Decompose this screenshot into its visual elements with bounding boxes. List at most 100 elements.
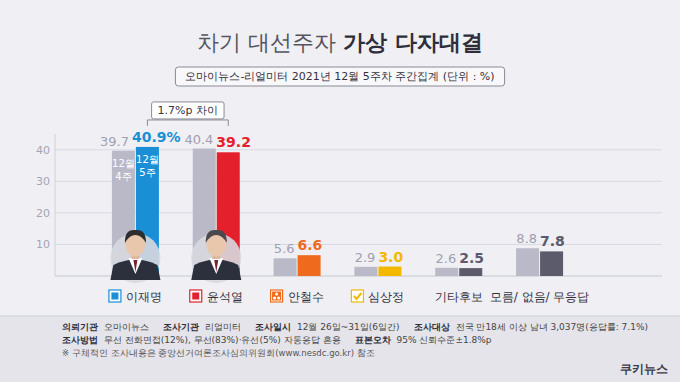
footer-text: 95% 신뢰수준±1.8%p xyxy=(397,335,492,345)
bar xyxy=(435,268,458,276)
category-icon-frame xyxy=(109,290,121,302)
category-icon xyxy=(272,292,281,301)
annotation-group: 1.7%p 차이 xyxy=(152,102,224,119)
category-icon xyxy=(354,293,362,299)
category: 심상정 xyxy=(351,290,404,304)
series-name: 12월5주 xyxy=(136,154,159,178)
bar xyxy=(516,248,539,276)
portrait-tie xyxy=(214,260,218,272)
title: 차기 대선주자 가상 다자대결 xyxy=(197,30,483,55)
footer-item: 의뢰기관 오마이뉴스 xyxy=(62,321,149,334)
data-label: 7.8 xyxy=(540,233,565,249)
subtitle: 오마이뉴스-리얼미터 2021년 12월 5주차 주간집계 (단위 : %) xyxy=(185,70,494,83)
footer: 의뢰기관 오마이뉴스 조사기관 리얼미터 조사일시 12월 26일~31일(6일간) 조사대… xyxy=(62,321,662,360)
title-part: 대선주자 xyxy=(241,30,336,55)
logo: 쿠키뉴스 xyxy=(620,362,668,376)
data-label: 2.6 xyxy=(436,251,457,266)
background xyxy=(0,0,680,382)
subtitle-group: 오마이뉴스-리얼미터 2021년 12월 5주차 주간집계 (단위 : %) xyxy=(175,67,504,86)
data-label: 8.8 xyxy=(516,231,537,246)
category-icon xyxy=(111,293,118,300)
category-icon-dot xyxy=(273,297,276,300)
bars xyxy=(112,147,563,276)
category-label: 이재명 xyxy=(126,290,162,304)
category: 안철수 xyxy=(271,290,324,304)
data-label: 2.9 xyxy=(355,250,376,265)
y-axis-line xyxy=(55,134,56,276)
portrait-shirt xyxy=(128,258,142,274)
data-label: 2.5 xyxy=(459,250,484,266)
title-part: 차기 xyxy=(197,30,241,55)
category-icon xyxy=(192,293,199,300)
footer-label: 조사기관 xyxy=(163,322,199,332)
data-label: 39.2 xyxy=(216,134,251,150)
footer-row: 의뢰기관 오마이뉴스 조사기관 리얼미터 조사일시 12월 26일~31일(6일간) 조사대… xyxy=(62,321,662,334)
footer-item: 조사방법 무선 전화면접(12%), 무선(83%)·유선(5%) 자동응답 혼용 xyxy=(62,334,341,347)
data-label: 39.7 xyxy=(100,134,129,149)
footer-text: 전국 만18세 이상 남녀 3,037명(응답률: 7.1%) xyxy=(456,322,648,332)
portrait-hair xyxy=(125,230,146,243)
footer-note: ※ 구체적인 조사내용은 중앙선거여론조사심의위원회(www.nesdc.go.… xyxy=(62,347,662,360)
title-part: 가상 xyxy=(336,30,388,55)
footer-text: 리얼미터 xyxy=(205,322,241,332)
annotation: 1.7%p 차이 xyxy=(158,104,218,117)
annotation-bracket xyxy=(147,120,228,126)
portrait xyxy=(110,230,160,283)
series-name: 12월4주 xyxy=(112,158,135,182)
data-label: 3.0 xyxy=(378,249,403,265)
footer-item: 표본오차 95% 신뢰수준±1.8%p xyxy=(355,334,492,347)
y-tick-label: 10 xyxy=(36,238,50,251)
footer-text: 오마이뉴스 xyxy=(104,322,149,332)
footer-label: 의뢰기관 xyxy=(62,322,98,332)
bar xyxy=(540,251,563,276)
series-name-line: 4주 xyxy=(115,171,131,182)
category: 기타후보 xyxy=(435,290,483,304)
footer-item: 조사기관 리얼미터 xyxy=(163,321,241,334)
portrait-suit xyxy=(110,260,160,281)
category: 모름/ 없음/ 무응답 xyxy=(490,290,590,304)
footer-label: 표본오차 xyxy=(355,335,391,345)
data-label: 40.9% xyxy=(132,129,181,145)
category: 윤석열 xyxy=(190,290,243,304)
category-label: 윤석열 xyxy=(207,290,243,304)
portrait-hair xyxy=(206,230,227,243)
data-label: 5.6 xyxy=(274,241,295,256)
data-label: 6.6 xyxy=(298,237,323,253)
category-label: 기타후보 xyxy=(435,290,483,304)
y-tick-label: 30 xyxy=(36,175,50,188)
category-icon-frame xyxy=(271,290,283,302)
title-part: 다자대결 xyxy=(388,30,484,55)
category-icon-frame xyxy=(190,290,202,302)
category-label: 안철수 xyxy=(288,290,324,304)
series-name-line: 12월 xyxy=(112,158,135,169)
footer-row: 조사방법 무선 전화면접(12%), 무선(83%)·유선(5%) 자동응답 혼용… xyxy=(62,334,662,347)
bar xyxy=(378,267,401,276)
y-tick-label: 40 xyxy=(36,144,50,157)
portrait-shirt xyxy=(209,258,223,274)
portrait xyxy=(191,230,241,283)
series-name-line: 5주 xyxy=(139,167,155,178)
portrait-suit xyxy=(191,260,241,281)
subtitle-box xyxy=(175,67,504,86)
category: 이재명 xyxy=(109,290,162,304)
footer-label: 조사일시 xyxy=(255,322,291,332)
category-icon-dot xyxy=(275,293,278,296)
footer-background xyxy=(0,316,680,382)
portrait-tie xyxy=(133,260,137,272)
footer-item: 조사일시 12월 26일~31일(6일간) xyxy=(255,321,400,334)
bar xyxy=(459,268,482,276)
footer-label: 조사대상 xyxy=(414,322,450,332)
category-icon-frame xyxy=(351,290,363,302)
footer-text: 12월 26일~31일(6일간) xyxy=(297,322,400,332)
category-label: 심상정 xyxy=(368,290,404,304)
bar xyxy=(274,258,297,276)
data-label: 40.4 xyxy=(184,132,213,147)
y-tick-label: 20 xyxy=(36,207,50,220)
annotation-box xyxy=(152,102,224,119)
category-label: 모름/ 없음/ 무응답 xyxy=(490,290,590,304)
footer-divider xyxy=(0,316,680,317)
footer-label: 조사방법 xyxy=(62,335,98,345)
bar xyxy=(354,267,377,276)
footer-text: 무선 전화면접(12%), 무선(83%)·유선(5%) 자동응답 혼용 xyxy=(104,335,341,345)
series-name-line: 12월 xyxy=(136,154,159,165)
